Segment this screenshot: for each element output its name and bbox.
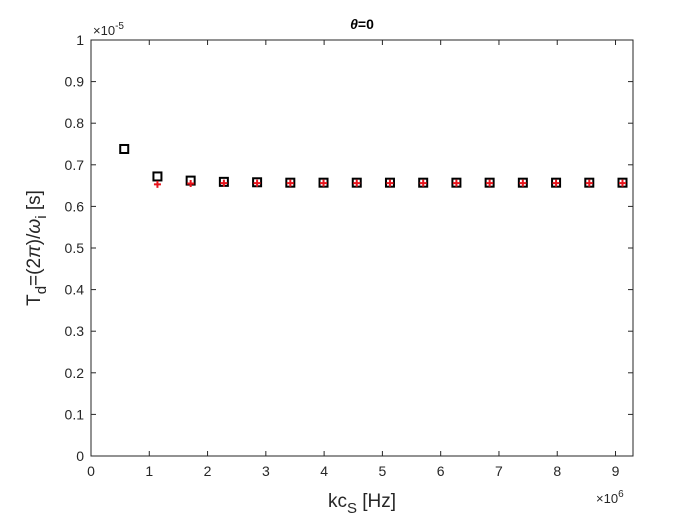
x-exponent-label: ×106	[596, 489, 624, 506]
y-tick-label: 0.4	[65, 282, 85, 298]
plus-marker	[153, 180, 161, 188]
x-tick-label: 6	[437, 463, 445, 479]
plus-marker	[253, 179, 261, 187]
plus-marker	[585, 179, 593, 187]
x-tick-label: 3	[262, 463, 270, 479]
chart-title: θ=0	[350, 16, 374, 32]
x-tick-label: 2	[204, 463, 212, 479]
plus-marker	[320, 179, 328, 187]
x-tick-label: 4	[320, 463, 328, 479]
square-marker	[285, 177, 296, 188]
plus-marker	[419, 179, 427, 187]
y-tick-label: 0.8	[65, 115, 85, 131]
y-tick-label: 1	[76, 32, 84, 48]
square-marker	[152, 171, 163, 182]
plus-marker	[386, 179, 394, 187]
plus-marker	[519, 179, 527, 187]
x-tick-label: 7	[495, 463, 503, 479]
x-tick-label: 0	[87, 463, 95, 479]
y-tick-label: 0.6	[65, 198, 85, 214]
square-marker	[384, 177, 395, 188]
square-marker	[418, 177, 429, 188]
plus-marker	[486, 179, 494, 187]
square-marker	[318, 177, 329, 188]
y-tick-label: 0	[76, 448, 84, 464]
square-marker	[119, 143, 130, 154]
plot-area	[91, 40, 633, 456]
square-marker	[551, 177, 562, 188]
square-marker	[484, 177, 495, 188]
y-axis-label: Td=(2π)/ωi [s]	[24, 190, 50, 306]
x-tick-label: 8	[553, 463, 561, 479]
plus-marker	[220, 179, 228, 187]
y-tick-label: 0.9	[65, 74, 85, 90]
x-tick-label: 1	[145, 463, 153, 479]
x-tick-label: 9	[612, 463, 620, 479]
x-axis-label: kcS [Hz]	[328, 491, 396, 517]
y-tick-label: 0.3	[65, 323, 85, 339]
square-marker	[451, 177, 462, 188]
y-exponent-label: ×10-5	[93, 21, 124, 38]
plus-marker	[187, 180, 195, 188]
y-tick-label: 0.5	[65, 240, 85, 256]
y-tick-label: 0.1	[65, 406, 85, 422]
square-marker	[584, 177, 595, 188]
square-marker	[351, 177, 362, 188]
square-marker	[517, 177, 528, 188]
y-tick-label: 0.7	[65, 157, 85, 173]
plus-marker	[353, 179, 361, 187]
y-tick-label: 0.2	[65, 365, 85, 381]
plus-marker	[286, 179, 294, 187]
plus-marker	[552, 179, 560, 187]
x-tick-label: 5	[378, 463, 386, 479]
plus-marker	[619, 179, 627, 187]
plus-marker	[452, 179, 460, 187]
square-marker	[617, 177, 628, 188]
